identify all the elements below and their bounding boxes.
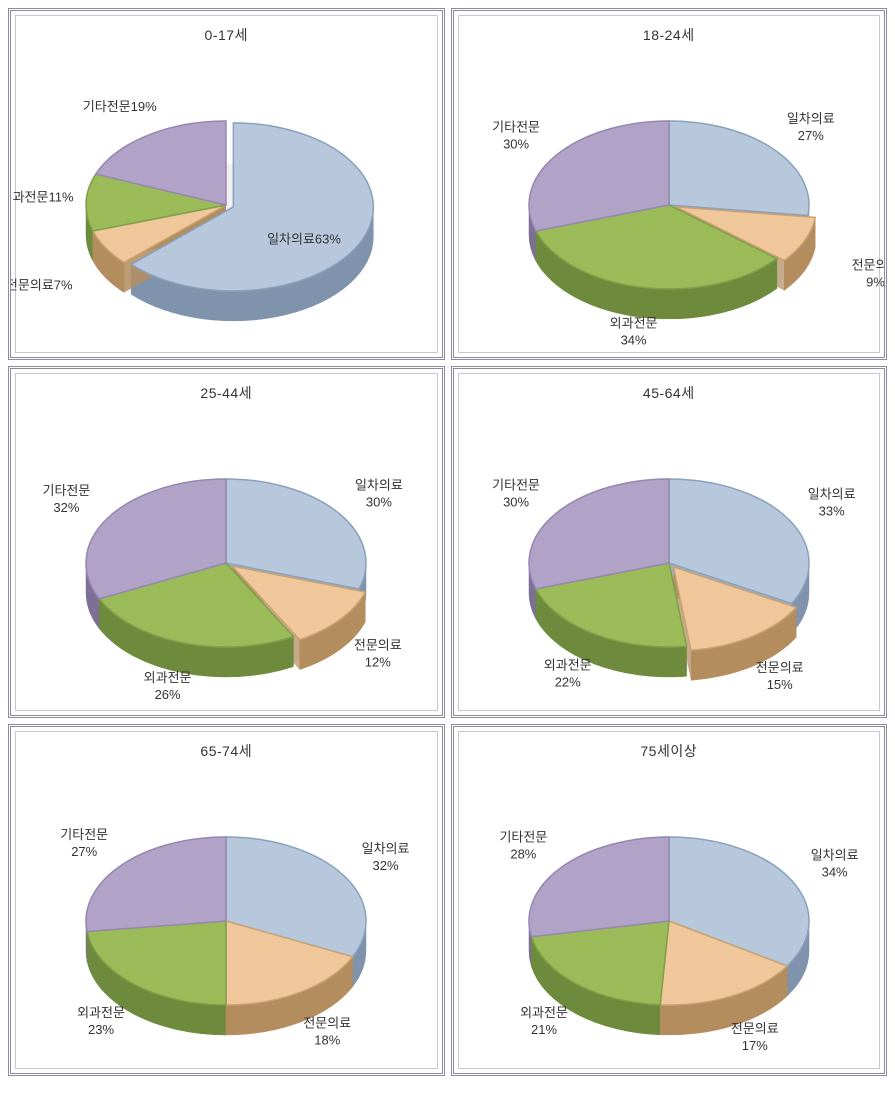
slice-label: 전문의료: [304, 1016, 352, 1031]
chart-panel-age_18_24: 18-24세 일차의료27%전문의료9%외과전문34%기타전문30%: [451, 8, 888, 360]
slice-label: 전문의료: [851, 258, 883, 273]
charts-grid: 0-17세 일차의료63%전문의료7%외과전문11%기타전문19% 18-24세…: [8, 8, 887, 1076]
chart-panel-age_0_17: 0-17세 일차의료63%전문의료7%외과전문11%기타전문19%: [8, 8, 445, 360]
slice-pct: 12%: [365, 654, 391, 669]
slice-label: 전문의료7%: [11, 277, 73, 292]
pie-chart-age_45_64: 일차의료 33% 전문의료 15% 외과전문 22% 기타전문 30%: [454, 369, 884, 709]
slice-label: 기타전문: [492, 119, 540, 134]
slice-pct: 33%: [818, 503, 844, 518]
slice-label: 외과전문11%: [11, 189, 74, 204]
slice-label: 기타전문: [61, 827, 109, 842]
slice-label: 일차의료: [808, 486, 856, 501]
slice-pct: 27%: [798, 128, 824, 143]
chart-panel-age_65_74: 65-74세 일차의료32%전문의료18%외과전문23%기타전문27%: [8, 724, 445, 1076]
pie-slice-기타전문: [86, 837, 226, 932]
slice-pct: 30%: [503, 494, 529, 509]
slice-pct: 28%: [510, 847, 536, 862]
slice-pct: 26%: [155, 687, 181, 702]
pie-chart-age_0_17: 일차의료63% 전문의료7% 외과전문11% 기타전문19%: [11, 11, 441, 351]
slice-label: 일차의료63%: [267, 231, 341, 246]
slice-label: 일차의료: [362, 841, 410, 856]
slice-pct: 30%: [503, 136, 529, 151]
slice-pct: 34%: [620, 332, 646, 347]
pie-chart-age_75_plus: 일차의료 34% 전문의료 17% 외과전문 21% 기타전문 28%: [454, 727, 884, 1067]
slice-label: 일차의료: [810, 847, 858, 862]
pie-chart-age_18_24: 일차의료 27% 전문의료 9% 외과전문 34% 기타전문 30%: [454, 11, 884, 351]
slice-pct: 34%: [821, 864, 847, 879]
pie-slice-기타전문: [529, 837, 669, 937]
chart-panel-age_75_plus: 75세이상 일차의료34%전문의료17%외과전문21%기타전문28%: [451, 724, 888, 1076]
slice-pct: 21%: [531, 1022, 557, 1037]
slice-label: 기타전문: [499, 830, 547, 845]
slice-label: 외과전문: [77, 1005, 125, 1020]
slice-pct: 17%: [742, 1038, 768, 1053]
chart-panel-age_45_64: 45-64세 일차의료33%전문의료15%외과전문22%기타전문30%: [451, 366, 888, 718]
slice-pct: 18%: [315, 1033, 341, 1048]
slice-label: 외과전문: [520, 1005, 568, 1020]
chart-panel-age_25_44: 25-44세 일차의료30%전문의료12%외과전문26%기타전문32%: [8, 366, 445, 718]
slice-label: 외과전문: [609, 315, 657, 330]
slice-pct: 15%: [766, 677, 792, 692]
slice-label: 전문의료: [731, 1021, 779, 1036]
slice-label: 기타전문: [492, 477, 540, 492]
slice-label: 외과전문: [144, 670, 192, 685]
slice-label: 전문의료: [756, 660, 804, 675]
slice-label: 일차의료: [787, 111, 835, 126]
slice-label: 일차의료: [355, 477, 403, 492]
slice-pct: 30%: [366, 494, 392, 509]
slice-pct: 32%: [54, 500, 80, 515]
slice-pct: 9%: [866, 275, 884, 290]
slice-label: 외과전문: [544, 658, 592, 673]
pie-chart-age_25_44: 일차의료 30% 전문의료 12% 외과전문 26% 기타전문 32%: [11, 369, 441, 709]
slice-label: 기타전문: [43, 483, 91, 498]
slice-label: 전문의료: [354, 637, 402, 652]
slice-pct: 22%: [554, 675, 580, 690]
slice-pct: 23%: [88, 1022, 114, 1037]
slice-label: 기타전문19%: [83, 99, 157, 114]
slice-pct: 32%: [373, 858, 399, 873]
pie-chart-age_65_74: 일차의료 32% 전문의료 18% 외과전문 23% 기타전문 27%: [11, 727, 441, 1067]
pie-slice-일차의료: [669, 121, 809, 216]
slice-pct: 27%: [71, 844, 97, 859]
